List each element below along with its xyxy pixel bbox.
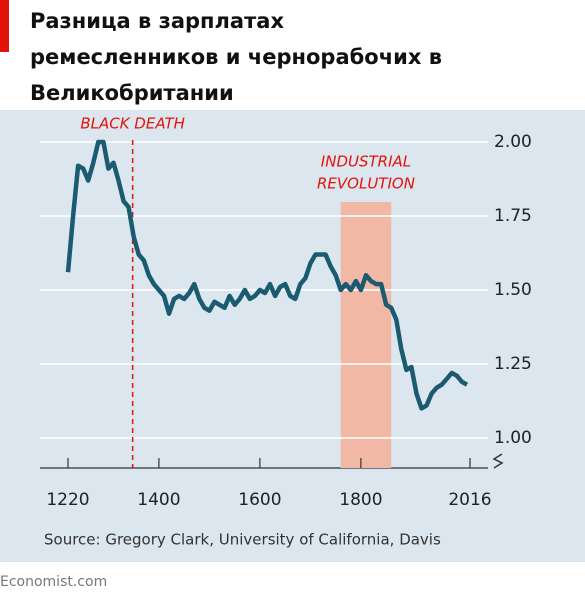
series-line (65, 139, 469, 411)
plot-bg (0, 110, 585, 562)
annotation-label: INDUSTRIAL (321, 153, 411, 171)
chart-title: Великобритании (30, 81, 234, 105)
red-flag (0, 0, 9, 52)
y-tick-label: 1.25 (494, 354, 532, 374)
x-tick-label: 1600 (238, 490, 281, 510)
x-tick-label: 1400 (137, 490, 180, 510)
y-tick-label: 1.00 (494, 428, 532, 448)
source: Source: Gregory Clark, University of Cal… (44, 531, 441, 549)
footer: Economist.com (0, 574, 107, 590)
annotation-label: BLACK DEATH (80, 115, 185, 133)
x-tick-label: 2016 (448, 490, 491, 510)
chart-title: Разница в зарплатах (30, 9, 284, 33)
x-tick-label: 1800 (339, 490, 382, 510)
annotation-label: REVOLUTION (317, 175, 415, 193)
chart-title: ремесленников и чернорабочих в (30, 45, 442, 69)
x-tick-label: 1220 (46, 490, 89, 510)
y-tick-label: 1.50 (494, 280, 532, 300)
axis-break (492, 453, 504, 469)
y-tick-label: 2.00 (494, 132, 532, 152)
y-tick-label: 1.75 (494, 206, 532, 226)
industrial-band (340, 202, 392, 468)
